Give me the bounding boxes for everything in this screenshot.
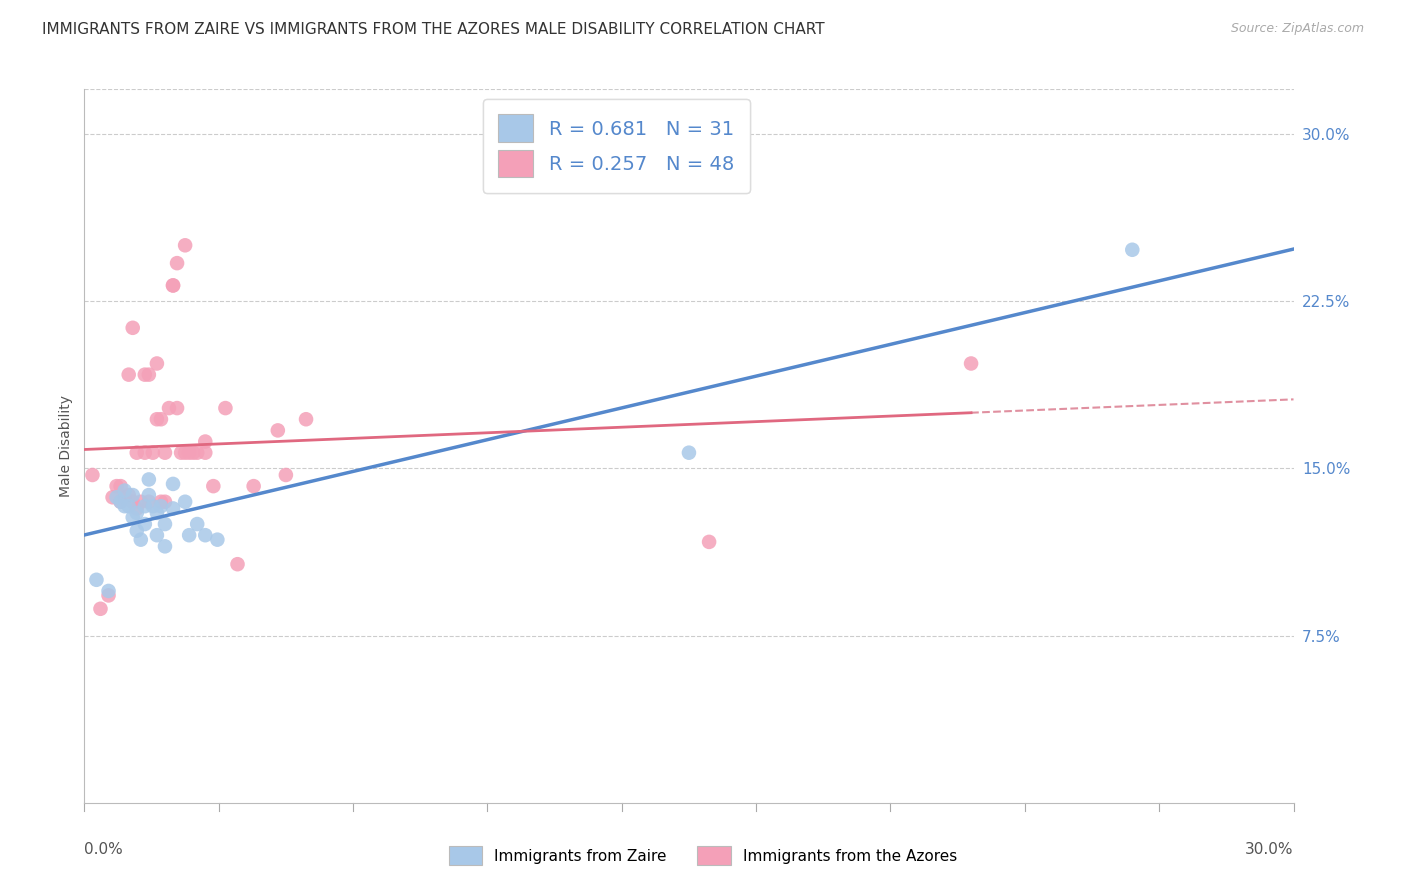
Point (194, 434, 217, 449)
Point (153, 539, 176, 553)
Point (174, 238, 197, 252)
Point (101, 490, 124, 504)
Point (179, 445, 201, 460)
Point (129, 494, 152, 508)
Point (129, 533, 152, 547)
Point (110, 494, 132, 508)
Y-axis label: Male Disability: Male Disability (59, 395, 73, 497)
Point (174, 445, 197, 460)
Point (118, 499, 141, 513)
Point (181, 445, 204, 460)
Point (960, 356, 983, 370)
Point (146, 412, 169, 426)
Point (194, 528, 217, 542)
Point (138, 473, 160, 487)
Point (226, 557, 249, 572)
Point (114, 483, 136, 498)
Point (186, 445, 208, 460)
Text: Source: ZipAtlas.com: Source: ZipAtlas.com (1230, 22, 1364, 36)
Point (166, 256, 188, 270)
Point (149, 494, 172, 508)
Point (678, 445, 700, 460)
Point (134, 368, 156, 382)
Point (149, 499, 172, 513)
Point (153, 494, 176, 508)
Point (170, 445, 193, 460)
Legend: Immigrants from Zaire, Immigrants from the Azores: Immigrants from Zaire, Immigrants from t… (443, 840, 963, 871)
Point (162, 278, 184, 293)
Point (162, 476, 184, 491)
Point (134, 445, 156, 460)
Point (179, 528, 201, 542)
Point (114, 490, 136, 504)
Point (267, 423, 290, 437)
Point (89, 602, 111, 616)
Point (186, 516, 208, 531)
Point (146, 506, 169, 520)
Point (114, 499, 136, 513)
Point (697, 534, 720, 549)
Legend: R = 0.681   N = 31, R = 0.257   N = 48: R = 0.681 N = 31, R = 0.257 N = 48 (482, 99, 749, 193)
Point (162, 501, 184, 516)
Point (86, 573, 108, 587)
Point (110, 479, 132, 493)
Point (134, 516, 156, 531)
Point (118, 488, 141, 502)
Point (110, 494, 132, 508)
Point (214, 401, 236, 416)
Point (242, 479, 264, 493)
Point (149, 412, 172, 426)
Point (97, 589, 120, 603)
Point (121, 320, 143, 334)
Point (121, 488, 143, 502)
Point (97, 583, 120, 598)
Point (146, 528, 169, 542)
Point (82, 467, 104, 482)
Text: 0.0%: 0.0% (84, 842, 124, 857)
Point (125, 501, 148, 516)
Point (105, 479, 128, 493)
Point (138, 368, 160, 382)
Point (1121, 243, 1143, 257)
Point (166, 401, 188, 416)
Point (162, 278, 184, 293)
Point (153, 516, 176, 531)
Point (174, 494, 197, 508)
Point (125, 524, 148, 538)
Point (105, 490, 128, 504)
Point (118, 368, 141, 382)
Point (138, 494, 160, 508)
Point (125, 506, 148, 520)
Text: 30.0%: 30.0% (1246, 842, 1294, 857)
Point (121, 494, 143, 508)
Point (295, 412, 318, 426)
Point (194, 445, 217, 460)
Point (146, 356, 169, 370)
Point (153, 445, 176, 460)
Point (134, 499, 156, 513)
Point (125, 445, 148, 460)
Point (142, 445, 165, 460)
Point (138, 488, 160, 502)
Point (157, 401, 180, 416)
Point (142, 499, 165, 513)
Point (274, 467, 297, 482)
Point (207, 533, 229, 547)
Point (202, 479, 225, 493)
Point (121, 510, 143, 524)
Text: IMMIGRANTS FROM ZAIRE VS IMMIGRANTS FROM THE AZORES MALE DISABILITY CORRELATION : IMMIGRANTS FROM ZAIRE VS IMMIGRANTS FROM… (42, 22, 825, 37)
